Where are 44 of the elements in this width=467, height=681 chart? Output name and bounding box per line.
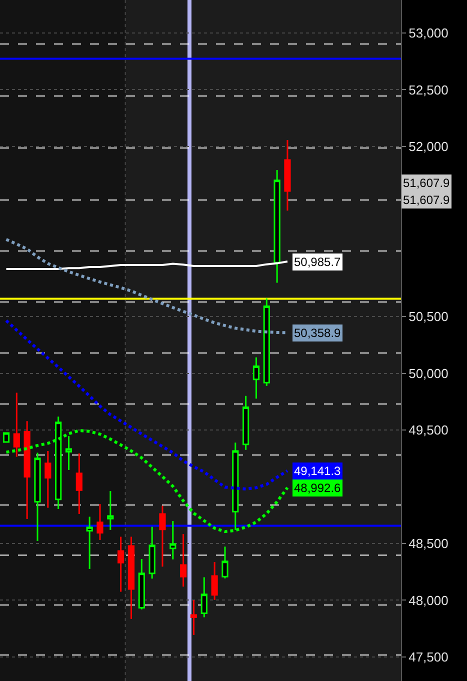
- y-tick-label: 53,000: [408, 26, 448, 41]
- candlestick: [200, 576, 208, 618]
- candlestick: [118, 536, 124, 592]
- candlestick: [159, 504, 166, 568]
- y-tick-label: 49,500: [408, 422, 448, 438]
- candlestick: [138, 558, 145, 610]
- data-label: 50,985.7: [294, 255, 342, 269]
- candlestick: [107, 490, 114, 531]
- line-series: [4, 319, 289, 491]
- candlestick: [263, 298, 270, 387]
- data-label: 50,358.9: [294, 326, 342, 340]
- candlestick: [65, 435, 72, 471]
- candlestick: [13, 392, 20, 458]
- candlestick: [96, 503, 104, 541]
- candlestick: [252, 356, 260, 400]
- candlestick: [222, 546, 228, 580]
- candlestick: [232, 442, 239, 531]
- candlestick: [190, 599, 198, 636]
- line-series: [5, 260, 288, 270]
- y-tick-label: 50,500: [408, 309, 448, 324]
- candlestick: [211, 561, 218, 601]
- candlestick: [24, 420, 30, 520]
- candlestick: [76, 452, 82, 515]
- candlestick: [170, 520, 176, 560]
- candlestick: [44, 450, 52, 509]
- candlestick: [86, 516, 93, 570]
- text: 51,607.9: [403, 193, 450, 207]
- y-tick-label: 48,500: [408, 536, 448, 552]
- candlestick: [148, 526, 156, 580]
- y-tick-label: 47,500: [408, 650, 448, 664]
- data-label: 48,992.6: [294, 481, 342, 495]
- candlestick: [242, 395, 250, 451]
- y-tick-label: 52,500: [408, 82, 448, 98]
- y-tick-label: 52,000: [408, 139, 448, 154]
- y-tick-label: 50,000: [408, 366, 448, 381]
- candlestick: [34, 452, 41, 542]
- candlestick: [128, 536, 135, 620]
- candlestick: [180, 533, 187, 588]
- text: 51,607.9: [403, 176, 450, 190]
- data-label: 49,141.3: [294, 464, 342, 478]
- y-tick-label: 48,000: [408, 592, 448, 608]
- candlestick: [274, 169, 280, 284]
- candlestick: [284, 139, 291, 212]
- candlestick: [2, 432, 10, 444]
